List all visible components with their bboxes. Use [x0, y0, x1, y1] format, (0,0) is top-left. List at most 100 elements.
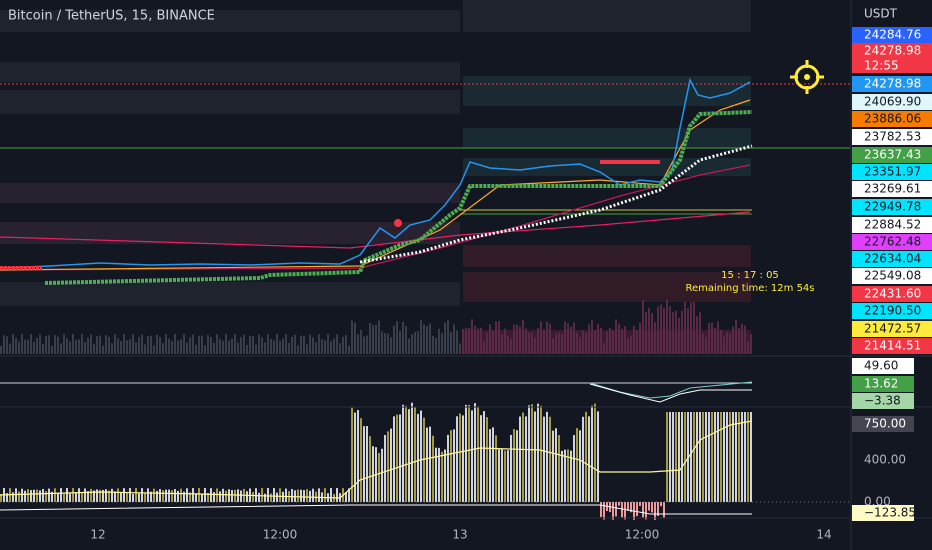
osc-bar	[126, 492, 128, 502]
osc-bar	[675, 412, 677, 502]
osc-bar	[645, 502, 647, 520]
osc-bar	[555, 428, 557, 502]
osc-bar	[636, 502, 638, 517]
volume-bar	[192, 334, 194, 354]
volume-bar	[426, 326, 428, 354]
volume-bar	[414, 331, 416, 354]
osc-bar	[558, 435, 560, 502]
osc-bar	[642, 502, 644, 518]
osc-bar	[189, 492, 191, 502]
osc-bar	[465, 405, 467, 502]
osc-bar	[57, 492, 59, 502]
price-label: 22762.48	[864, 235, 921, 249]
price-label-bg	[852, 303, 932, 319]
price-label-bg	[852, 129, 932, 145]
osc-bar	[630, 502, 632, 513]
osc-bar	[213, 492, 215, 502]
osc-bar	[474, 403, 476, 502]
price-label: 22634.04	[864, 252, 921, 266]
volume-bar	[354, 322, 356, 354]
osc-bar	[18, 491, 20, 502]
volume-bar	[84, 342, 86, 354]
osc-bar	[216, 488, 218, 502]
price-label-bg	[852, 76, 932, 92]
osc-bar	[534, 411, 536, 502]
volume-bar	[39, 334, 41, 354]
osc-bar	[186, 488, 188, 502]
osc-bar	[648, 502, 650, 511]
osc-bar	[66, 488, 68, 502]
osc-bar	[234, 489, 236, 502]
volume-bar	[285, 334, 287, 354]
volume-bar	[3, 335, 5, 354]
volume-bar	[42, 343, 44, 354]
volume-bar	[183, 334, 185, 354]
volume-bar	[171, 340, 173, 354]
osc-bar	[240, 490, 242, 502]
osc-bar	[87, 491, 89, 502]
osc-bar	[498, 449, 500, 502]
volume-bar	[501, 334, 503, 354]
indicator-label: −3.38	[864, 394, 901, 408]
price-label: 22549.08	[864, 269, 921, 283]
osc-bar	[357, 410, 359, 502]
volume-bar	[273, 340, 275, 354]
osc-bar	[405, 405, 407, 502]
osc-bar	[486, 417, 488, 502]
volume-bar	[33, 341, 35, 354]
indicator-label: 400.00	[864, 453, 906, 467]
volume-bar	[510, 338, 512, 354]
osc-bar	[174, 489, 176, 502]
osc-bar	[429, 426, 431, 502]
crosshair-icon[interactable]	[790, 60, 824, 94]
volume-bar	[384, 333, 386, 354]
trend-dots	[359, 144, 753, 264]
price-label: 21414.51	[864, 339, 921, 353]
osc-bar	[231, 489, 233, 502]
volume-bar	[507, 335, 509, 354]
trail-stop	[44, 110, 753, 285]
volume-bar	[174, 334, 176, 354]
volume-bar	[108, 336, 110, 354]
volume-bar	[120, 341, 122, 354]
volume-bar	[51, 345, 53, 354]
volume-bar	[579, 337, 581, 354]
osc-bar	[246, 491, 248, 502]
osc-bar	[39, 490, 41, 502]
volume-bar	[435, 337, 437, 354]
osc-bar	[660, 502, 662, 507]
volume-bar	[591, 319, 593, 354]
osc-bar	[45, 491, 47, 502]
osc-bar	[69, 493, 71, 502]
osc-bar	[729, 412, 731, 502]
osc-bar	[624, 502, 626, 520]
osc-bar	[639, 502, 641, 506]
volume-bar	[141, 334, 143, 354]
volume-bar	[96, 336, 98, 354]
volume-bar	[333, 338, 335, 354]
osc-bar	[741, 412, 743, 502]
ma-line	[0, 164, 751, 271]
price-label-bg	[852, 147, 932, 163]
osc-bar	[495, 435, 497, 502]
price-label: 24278.98	[864, 44, 921, 58]
osc-bar	[201, 493, 203, 502]
volume-bar	[441, 333, 443, 354]
volume-bar	[567, 323, 569, 354]
volume-bar	[288, 342, 290, 354]
volume-bar	[390, 337, 392, 354]
volume-bar	[750, 333, 752, 354]
volume-bar	[654, 322, 656, 354]
osc-bar	[546, 411, 548, 502]
volume-bar	[222, 340, 224, 354]
osc-bar	[402, 404, 404, 502]
volume-bar	[699, 312, 701, 354]
volume-bar	[54, 335, 56, 354]
osc-bar	[594, 403, 596, 502]
volume-bar	[561, 333, 563, 354]
volume-bar	[324, 340, 326, 354]
volume-bar	[219, 338, 221, 354]
volume-bar	[114, 334, 116, 354]
price-series	[0, 77, 751, 269]
chart-title: Bitcoin / TetherUS, 15, BINANCE	[8, 9, 215, 24]
